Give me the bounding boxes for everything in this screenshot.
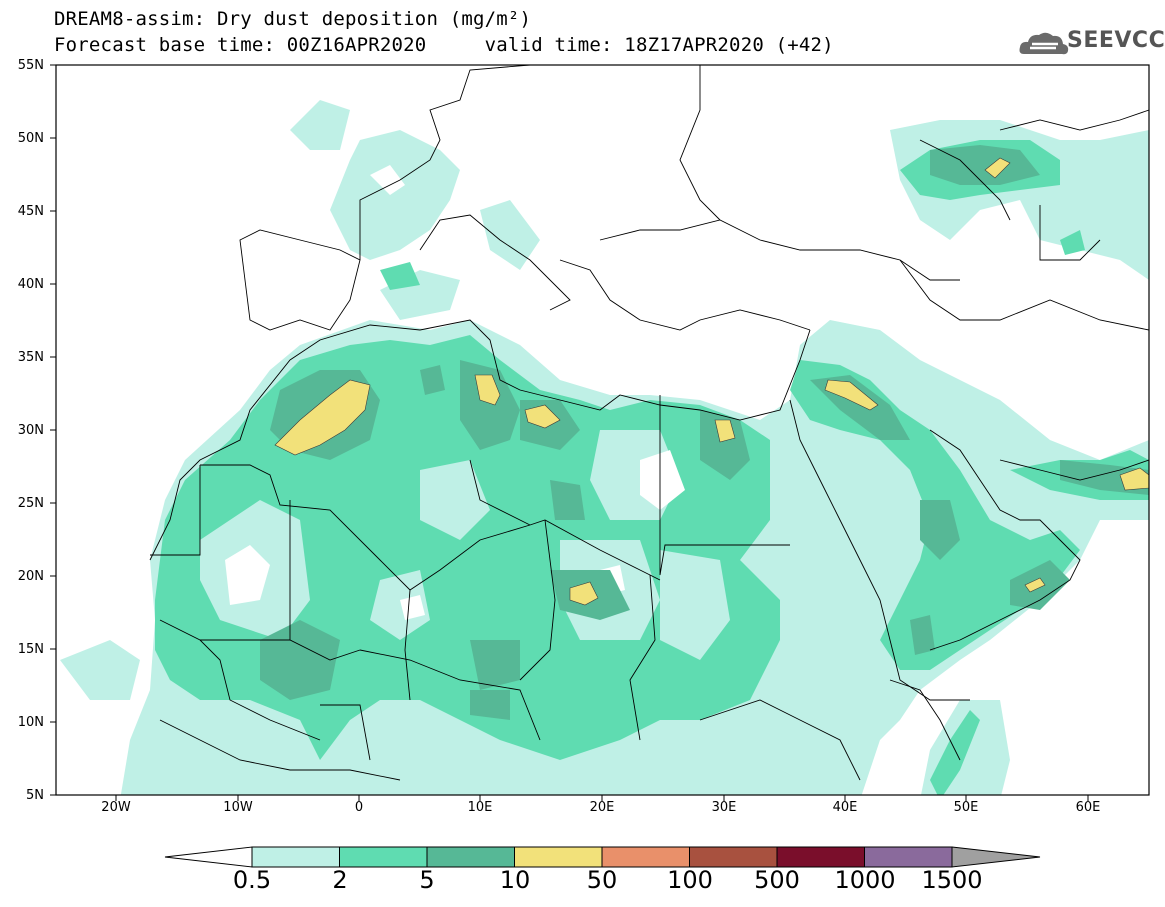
colorbar-label: 50 [586,866,618,894]
lat-label-40n: 40N [17,277,44,292]
dust-fields [60,100,1149,795]
lat-label-15n: 15N [17,642,44,657]
colorbar-label: 10 [499,866,531,894]
lon-label-0: 0 [354,800,364,815]
lon-label-40e: 40E [832,800,858,815]
lon-label-30e: 30E [711,800,737,815]
lat-label-35n: 35N [17,350,44,365]
lat-label-5n: 5N [26,788,44,803]
colorbar-label: 100 [667,866,713,894]
logo-text: SEEVCCC [1067,28,1165,53]
lat-label-10n: 10N [17,715,44,730]
colorbar-label: 2 [332,866,348,894]
lat-label-50n: 50N [17,131,44,146]
map-subtitle: Forecast base time: 00Z16APR2020 valid t… [54,34,834,56]
no-dust-holes [225,165,685,620]
colorbar-label: 500 [754,866,800,894]
lat-label-30n: 30N [17,423,44,438]
colorbar-label: 1500 [921,866,983,894]
country-borders [149,65,1149,781]
lon-label-10e: 10E [467,800,493,815]
lon-label-60e: 60E [1075,800,1101,815]
lon-label-20e: 20E [589,800,615,815]
axis-ticks [50,64,1089,801]
lon-label-10w: 10W [223,800,253,815]
lat-label-55n: 55N [17,58,44,73]
lat-label-45n: 45N [17,204,44,219]
lat-label-25n: 25N [17,496,44,511]
colorbar-label: 0.5 [232,866,272,894]
colorbar-label: 1000 [834,866,896,894]
colorbar-label: 5 [419,866,435,894]
map-title: DREAM8-assim: Dry dust deposition (mg/m²… [54,8,532,30]
lon-label-20w: 20W [101,800,131,815]
lon-label-50e: 50E [953,800,979,815]
dust-layer-10 [274,157,1149,606]
cloud-icon [1019,32,1069,55]
lat-label-20n: 20N [17,569,44,584]
